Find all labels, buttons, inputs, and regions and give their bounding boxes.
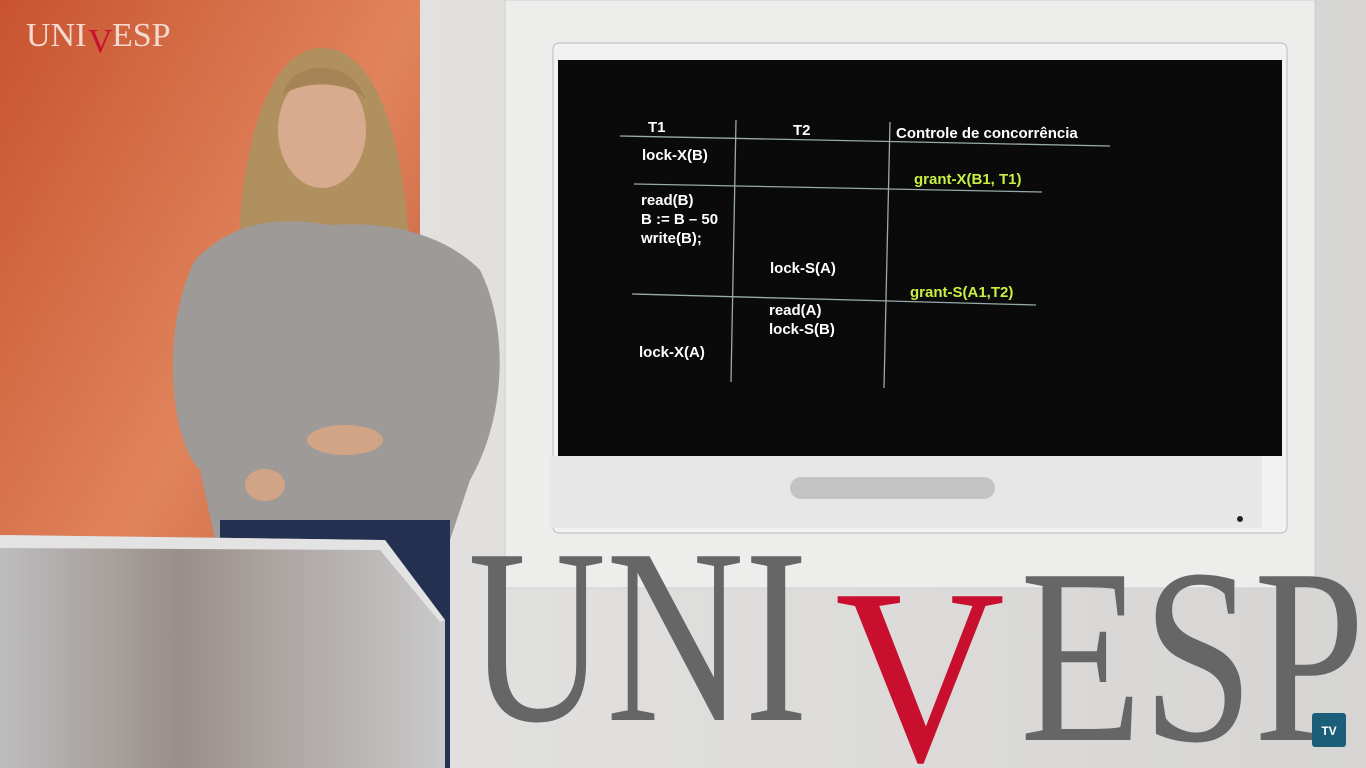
wall-logo-left: UNI (468, 498, 808, 768)
slide-t1-step: B := B – 50 (641, 211, 718, 228)
corner-logo-left: UNI (26, 17, 86, 54)
tv-badge-label: TV (1321, 724, 1336, 738)
slide-t2-step: lock-S(A) (770, 260, 836, 277)
wall-logo: UNI V ESP (468, 498, 1365, 768)
slide-header: Controle de concorrência (896, 125, 1078, 142)
slide-t1-step: lock-X(A) (639, 344, 705, 361)
podium (0, 535, 445, 768)
wall-logo-v: V (835, 538, 1005, 768)
corner-logo: UNI V ESP (26, 17, 171, 60)
corner-logo-v: V (88, 23, 113, 60)
slide-header: T2 (793, 122, 811, 139)
wall-logo-right: ESP (1020, 518, 1365, 768)
slide-screen (558, 60, 1282, 456)
slide-t2-step: lock-S(B) (769, 321, 835, 338)
slide-table-lines (619, 119, 1111, 389)
slide-t1-step: read(B) (641, 192, 694, 209)
slide-t2-step: read(A) (769, 302, 822, 319)
slide-grant: grant-S(A1,T2) (910, 284, 1013, 301)
slide-grant: grant-X(B1, T1) (914, 171, 1022, 188)
tv-badge (1312, 713, 1346, 747)
scrollbar (790, 477, 995, 499)
slide-header: T1 (648, 119, 666, 136)
sensor-dot (1237, 516, 1243, 522)
corner-logo-right: ESP (112, 17, 171, 54)
slide-t1-step: write(B); (640, 230, 702, 247)
slide-t1-step: lock-X(B) (642, 147, 708, 164)
